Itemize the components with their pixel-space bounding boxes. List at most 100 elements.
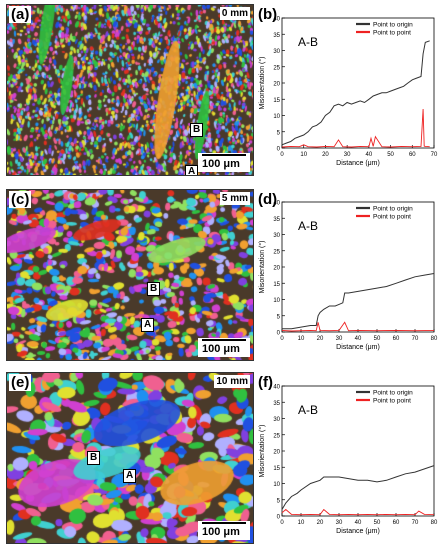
x-tick-label: 20 (317, 520, 324, 526)
segment-annotation: A-B (298, 219, 318, 233)
y-tick-label: 25 (273, 433, 280, 439)
y-tick-label: 15 (273, 98, 280, 104)
x-tick-label: 10 (300, 152, 307, 158)
x-tick-label: 20 (317, 336, 324, 342)
y-tick-label: 30 (273, 49, 280, 55)
y-tick-label: 40 (273, 17, 280, 23)
point-b-label: B (190, 123, 204, 137)
point-a-label: A (141, 318, 155, 332)
ebsd-map-image (7, 190, 253, 360)
scale-bar: 100 μm (198, 521, 250, 540)
y-axis-label: Misorientation (°) (258, 57, 266, 110)
x-tick-label: 20 (322, 152, 329, 158)
legend-label: Point to origin (373, 390, 413, 397)
x-tick-label: 50 (374, 336, 381, 342)
y-tick-label: 40 (273, 201, 280, 207)
y-tick-label: 35 (273, 33, 280, 39)
y-tick-label: 0 (277, 331, 281, 337)
x-tick-label: 70 (412, 520, 419, 526)
point-b-label: B (87, 451, 101, 465)
scale-bar: 100 μm (198, 153, 250, 172)
y-tick-label: 35 (273, 217, 280, 223)
legend-label: Point to point (373, 214, 411, 221)
legend-label: Point to origin (373, 22, 413, 29)
x-tick-label: 40 (355, 520, 362, 526)
y-tick-label: 40 (273, 385, 280, 391)
y-tick-label: 5 (277, 314, 281, 320)
x-tick-label: 0 (280, 336, 284, 342)
y-axis-label: Misorientation (°) (258, 241, 266, 294)
ebsd-map-a: (a) 0 mm B A 100 μm (6, 4, 254, 176)
y-tick-label: 10 (273, 298, 280, 304)
series-line-point-to-origin (282, 273, 435, 330)
x-tick-label: 30 (344, 152, 351, 158)
x-axis-label: Distance (μm) (336, 344, 380, 351)
y-tick-label: 25 (273, 249, 280, 255)
scale-label: 100 μm (202, 343, 240, 355)
x-tick-label: 50 (387, 152, 394, 158)
x-axis-label: Distance (μm) (336, 160, 380, 167)
segment-annotation: A-B (298, 403, 318, 417)
panel-label: (e) (9, 374, 32, 391)
point-b-label: B (147, 282, 161, 296)
ebsd-map-image (7, 373, 253, 543)
x-axis-label: Distance (μm) (336, 528, 380, 535)
y-tick-label: 15 (273, 466, 280, 472)
y-tick-label: 5 (277, 498, 281, 504)
chart-label-b: (b) (258, 6, 278, 23)
panel-label: (c) (9, 191, 32, 208)
x-tick-label: 0 (280, 520, 284, 526)
x-tick-label: 40 (366, 152, 373, 158)
y-tick-label: 5 (277, 130, 281, 136)
scale-label: 100 μm (202, 526, 240, 538)
y-tick-label: 20 (273, 450, 280, 456)
depth-label: 10 mm (214, 375, 250, 388)
ebsd-map-e: (e) 10 mm B A 100 μm (6, 372, 254, 544)
ebsd-map-c: (c) 5 mm B A 100 μm (6, 189, 254, 361)
y-tick-label: 20 (273, 82, 280, 88)
chart-label-f: (f) (258, 374, 273, 391)
y-tick-label: 15 (273, 282, 280, 288)
legend-label: Point to origin (373, 206, 413, 213)
scale-label: 100 μm (202, 158, 240, 170)
y-tick-label: 35 (273, 401, 280, 407)
y-tick-label: 30 (273, 233, 280, 239)
x-tick-label: 30 (336, 520, 343, 526)
x-tick-label: 10 (298, 520, 305, 526)
segment-annotation: A-B (298, 35, 318, 49)
scale-bar: 100 μm (198, 338, 250, 357)
x-tick-label: 60 (393, 520, 400, 526)
y-tick-label: 0 (277, 515, 281, 521)
x-tick-label: 80 (431, 336, 438, 342)
x-tick-label: 60 (409, 152, 416, 158)
series-line-point-to-point (281, 108, 430, 148)
x-tick-label: 70 (412, 336, 419, 342)
y-tick-label: 10 (273, 482, 280, 488)
series-line-point-to-point (281, 508, 435, 516)
x-tick-label: 0 (280, 152, 284, 158)
y-tick-label: 0 (277, 147, 281, 153)
x-tick-label: 50 (374, 520, 381, 526)
series-line-point-to-origin (281, 40, 430, 146)
y-tick-label: 25 (273, 65, 280, 71)
x-tick-label: 70 (431, 152, 438, 158)
panel-label: (a) (9, 6, 32, 23)
y-tick-label: 20 (273, 266, 280, 272)
depth-label: 5 mm (219, 192, 250, 205)
y-tick-label: 10 (273, 114, 280, 120)
y-tick-label: 30 (273, 417, 280, 423)
series-line-point-to-origin (281, 465, 435, 510)
x-tick-label: 30 (336, 336, 343, 342)
legend-label: Point to point (373, 398, 411, 405)
y-axis-label: Misorientation (°) (258, 425, 266, 478)
misorientation-chart-f: 0 5 10 15 20 25 30 35 40 0 10 20 30 40 50 60 70 80 Distanc… (258, 385, 438, 536)
ebsd-map-image (7, 5, 253, 175)
chart-label-d: (d) (258, 191, 278, 208)
x-tick-label: 40 (355, 336, 362, 342)
legend-label: Point to point (373, 30, 411, 37)
x-tick-label: 60 (393, 336, 400, 342)
point-a-label: A (185, 165, 199, 175)
point-a-label: A (123, 469, 137, 483)
series-line-point-to-point (281, 321, 435, 332)
x-tick-label: 10 (298, 336, 305, 342)
